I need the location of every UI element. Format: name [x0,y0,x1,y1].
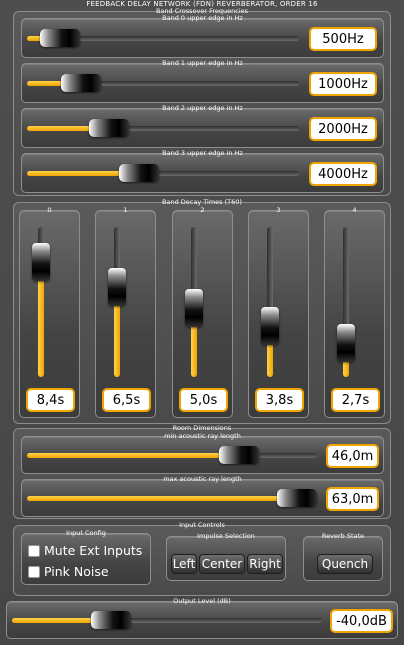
decay-band-2-slider[interactable] [185,227,203,377]
output-level-slider-fill [12,618,112,623]
band-1-slider-fill [27,81,82,86]
mute-ext-inputs-box[interactable] [28,544,40,557]
decay-band-0: 0 8,4s [19,206,80,418]
band-2-value[interactable]: 2000Hz [309,117,377,141]
decay-band-2-label: 2 [200,206,205,214]
decay-band-1-label: 1 [123,206,128,214]
decay-band-1-slider[interactable] [108,227,126,377]
decay-band-3-label: 3 [276,206,281,214]
decay-band-2-slider-thumb[interactable] [185,289,203,327]
band-3-caption: Band 3 upper edge in Hz [162,149,243,157]
band-2-caption: Band 2 upper edge in Hz [162,104,243,112]
reverb-state-group: Reverb State Quench [303,532,383,581]
impulse-right-button[interactable]: Right [247,554,283,574]
impulse-selection-caption: Impulse Selection [197,532,255,540]
decay-band-1: 1 6,5s [95,206,156,418]
band-1-slider[interactable] [27,74,299,92]
room-min-caption: min acoustic ray length [164,432,241,440]
mute-ext-inputs-checkbox[interactable]: Mute Ext Inputs [28,543,142,558]
band-3-slider-thumb[interactable] [118,164,159,182]
decay-band-2-slider-fill [191,308,197,377]
band-2-row: Band 2 upper edge in Hz 2000Hz [21,104,384,148]
mute-ext-inputs-label: Mute Ext Inputs [44,543,143,558]
output-level-slider[interactable] [12,611,322,629]
room-max-value[interactable]: 63,0m [326,487,379,511]
decay-band-0-slider-fill [38,261,44,377]
decay-band-0-slider-thumb[interactable] [32,242,50,281]
band-1-caption: Band 1 upper edge in Hz [162,59,243,67]
room-max-slider-thumb[interactable] [277,489,317,507]
decay-band-1-value[interactable]: 6,5s [102,388,151,412]
decay-band-4-label: 4 [352,206,357,214]
decay-band-3-slider-thumb[interactable] [261,307,279,345]
band-3-slider[interactable] [27,164,299,182]
impulse-center-button[interactable]: Center [199,554,245,574]
decay-band-4-value[interactable]: 2,7s [331,388,380,412]
decay-band-1-slider-thumb[interactable] [108,268,126,306]
crossover-caption: Band Crossover Frequencies [155,7,249,15]
output-level-caption: Output Level (dB) [173,597,231,605]
room-caption: Room Dimensions [172,424,232,432]
output-level-value[interactable]: -40,0dB [330,609,393,633]
band-1-row: Band 1 upper edge in Hz 1000Hz [21,59,384,103]
impulse-left-button[interactable]: Left [171,554,197,574]
decay-band-3: 3 3,8s [248,206,309,418]
decay-band-4: 4 2,7s [324,206,385,418]
room-min-value[interactable]: 46,0m [326,444,379,468]
band-2-slider-thumb[interactable] [88,119,129,137]
band-0-row: Band 0 upper edge in Hz 500Hz [21,14,384,58]
band-3-value[interactable]: 4000Hz [309,162,377,186]
room-min-slider[interactable] [27,446,317,464]
input-config-group: Input Config Mute Ext Inputs Pink Noise [21,529,151,585]
decay-band-3-slider[interactable] [261,227,279,377]
band-2-slider-fill [27,126,109,131]
pink-noise-box[interactable] [28,565,40,578]
decay-band-4-slider[interactable] [337,227,355,377]
room-min-row: min acoustic ray length 46,0m [21,432,384,474]
impulse-selection-group: Impulse Selection Left Center Right [166,532,286,581]
decay-band-2: 2 5,0s [172,206,233,418]
room-max-slider-fill [27,496,297,501]
band-0-value[interactable]: 500Hz [309,27,377,51]
band-3-slider-fill [27,171,139,176]
output-level-slider-thumb[interactable] [91,611,132,629]
decay-band-2-value[interactable]: 5,0s [179,388,228,412]
reverb-state-caption: Reverb State [321,532,365,540]
output-level-row: Output Level (dB) -40,0dB [6,597,398,639]
room-max-row: max acoustic ray length 63,0m [21,475,384,517]
band-1-slider-thumb[interactable] [61,74,102,92]
room-max-slider[interactable] [27,489,317,507]
decay-band-0-value[interactable]: 8,4s [26,388,75,412]
room-min-slider-fill [27,453,239,458]
room-max-caption: max acoustic ray length [163,475,242,483]
decay-band-3-slider-fill [267,326,273,377]
window-title: FEEDBACK DELAY NETWORK (FDN) REVERBERATO… [86,0,318,8]
decay-band-4-slider-thumb[interactable] [337,323,355,362]
decay-band-1-slider-fill [114,287,120,377]
quench-button[interactable]: Quench [317,554,373,574]
band-1-value[interactable]: 1000Hz [309,72,377,96]
room-min-slider-thumb[interactable] [218,446,259,464]
band-2-slider[interactable] [27,119,299,137]
pink-noise-label: Pink Noise [44,564,109,579]
decay-band-0-label: 0 [47,206,52,214]
input-caption: Input Controls [179,521,225,529]
pink-noise-checkbox[interactable]: Pink Noise [28,564,109,579]
band-0-slider[interactable] [27,29,299,47]
decay-band-3-value[interactable]: 3,8s [255,388,304,412]
band-0-slider-thumb[interactable] [39,29,80,47]
input-config-caption: Input Config [66,529,106,537]
band-0-caption: Band 0 upper edge in Hz [162,14,243,22]
decay-caption: Band Decay Times (T60) [162,198,242,206]
band-3-row: Band 3 upper edge in Hz 4000Hz [21,149,384,193]
decay-band-0-slider[interactable] [32,227,50,377]
